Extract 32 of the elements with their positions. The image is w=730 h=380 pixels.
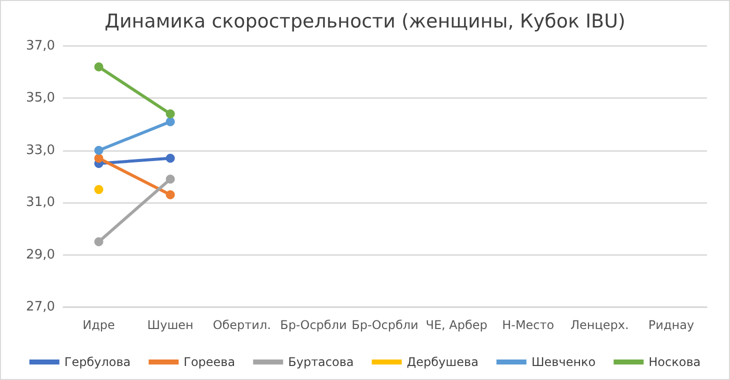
point — [166, 154, 175, 163]
chart-title: Динамика скорострельности (женщины, Кубок IBU) — [104, 10, 626, 32]
point — [94, 62, 104, 72]
point — [94, 146, 104, 155]
y-tick-label: 37,0 — [26, 38, 55, 54]
point — [166, 190, 175, 200]
legend-label: Шевченко — [531, 355, 596, 369]
x-tick-label: Ленцерх. — [570, 318, 629, 332]
x-tick-label: Шушен — [147, 318, 194, 332]
legend-label: Носкова — [648, 355, 701, 369]
point — [94, 185, 104, 194]
legend-label: Гербулова — [64, 355, 131, 369]
y-tick-label: 27,0 — [26, 300, 55, 314]
x-tick-label: Бр-Осрбли — [280, 318, 347, 332]
point — [94, 154, 104, 163]
x-tick-label: Обертил. — [212, 318, 271, 332]
point — [166, 109, 175, 118]
legend-label: Дербушева — [406, 355, 478, 369]
point — [166, 117, 175, 126]
x-tick-label: Бр-Осрбли — [352, 318, 418, 332]
x-tick-label: Идре — [82, 318, 115, 332]
x-tick-label: ЧЕ, Арбер — [426, 318, 488, 332]
x-tick-label: Н-Место — [502, 318, 554, 332]
x-tick-label: Риднау — [648, 318, 694, 332]
y-tick-label: 33,0 — [26, 142, 55, 158]
point — [94, 237, 104, 246]
point — [166, 174, 175, 184]
y-tick-label: 31,0 — [26, 195, 55, 210]
y-tick-label: 35,0 — [26, 90, 55, 106]
legend-label: Гореева — [184, 355, 236, 369]
y-tick-label: 29,0 — [26, 247, 55, 262]
legend-label: Буртасова — [288, 355, 354, 369]
